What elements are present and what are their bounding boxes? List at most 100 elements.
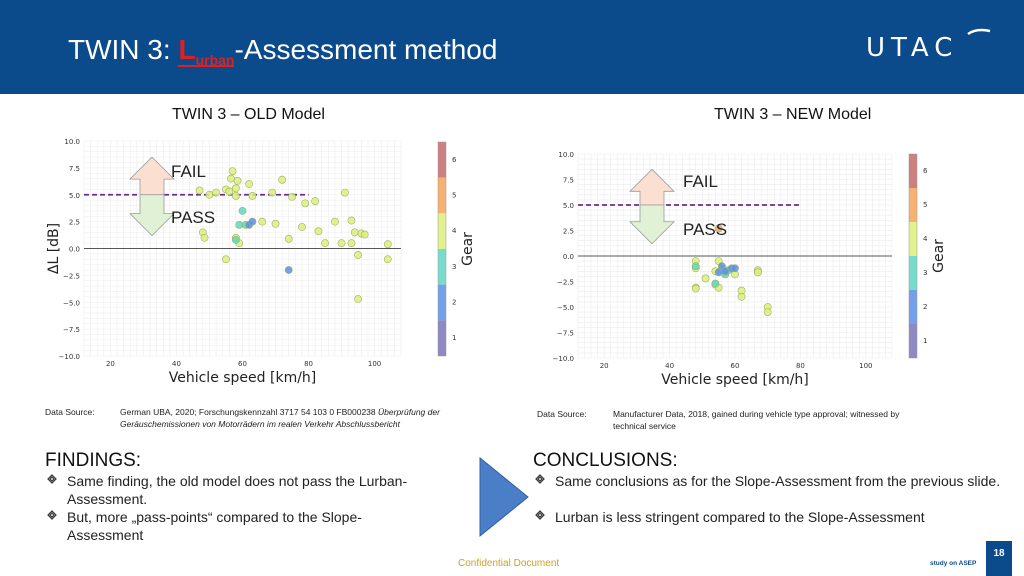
data-point [737, 292, 746, 301]
utac-logo: UTAC [866, 28, 991, 60]
x-tick-label: 80 [304, 360, 313, 368]
data-point [212, 188, 220, 197]
data-point [314, 227, 323, 236]
colorbar-label: Gear [460, 232, 476, 266]
x-tick-label: 20 [106, 360, 115, 368]
y-tick-label: 0.0 [563, 253, 574, 261]
colorbar-segment [438, 142, 446, 178]
y-axis-label: ΔL [dB] [46, 223, 62, 274]
data-point [235, 220, 244, 229]
data-point [231, 236, 240, 244]
fail-pass-arrow-icon [129, 156, 175, 237]
y-tick-label: −7.5 [63, 326, 80, 334]
data-point [691, 284, 700, 293]
y-tick-label: 10.0 [558, 151, 574, 159]
y-tick-label: −5.0 [557, 304, 574, 312]
colorbar-tick-label: 2 [923, 303, 927, 311]
title-prefix: TWIN 3: [68, 34, 179, 65]
data-point [284, 266, 293, 274]
data-point [248, 191, 257, 200]
new-fail-label: FAIL [683, 172, 718, 191]
findings-bullet-text: But, more „pass-points“ compared to the … [67, 509, 362, 543]
data-point [233, 176, 242, 185]
slide-title: TWIN 3: Lurban-Assessment method [68, 34, 497, 68]
data-point [360, 230, 369, 239]
data-point [350, 228, 359, 237]
y-tick-label: 10.0 [64, 138, 80, 146]
data-point [222, 255, 230, 264]
data-point [278, 175, 287, 184]
logo-text: UTAC [866, 33, 958, 60]
data-point [311, 197, 320, 206]
fail-pass-arrow-icon [629, 168, 675, 245]
colorbar-tick-label: 1 [923, 337, 927, 345]
colorbar-label: Gear [931, 239, 947, 273]
new-model-chart: 10.0 7.5 5.0 2.5 0.0 −2.5 −5.0 −7.5 −10.0 20 40 60 8… [553, 151, 947, 388]
data-point [721, 267, 730, 276]
data-point [763, 308, 772, 316]
x-tick-label: 40 [172, 360, 181, 368]
data-point [731, 264, 739, 273]
data-point [711, 279, 720, 288]
colorbar-tick-label: 1 [452, 334, 456, 342]
data-point [714, 224, 723, 233]
y-tick-label: 7.5 [69, 165, 80, 173]
colorbar-border [908, 153, 918, 359]
data-point [691, 262, 700, 271]
colorbar-tick-label: 4 [452, 227, 457, 235]
data-point [301, 199, 310, 208]
y-tick-label: −7.5 [557, 330, 574, 338]
x-axis-label: Vehicle speed [km/h] [661, 372, 809, 388]
x-tick-label: 60 [238, 360, 247, 368]
data-point [284, 234, 293, 243]
conclusions-bullet-text: Lurban is less stringent compared to the… [555, 509, 925, 525]
data-point [753, 268, 762, 277]
y-tick-label: 2.5 [69, 219, 80, 227]
data-point [347, 239, 356, 248]
confidential-label: Confidential Document [458, 558, 560, 569]
colorbar-segment [438, 213, 446, 249]
y-tick-label: −2.5 [63, 272, 80, 280]
conclusions-title: CONCLUSIONS: [533, 450, 678, 471]
data-point [238, 206, 247, 215]
colorbar-border [437, 141, 447, 357]
colorbar-segment [909, 324, 917, 358]
x-tick-label: 80 [796, 362, 805, 370]
new-model-title: TWIN 3 – NEW Model [714, 106, 872, 123]
data-point [701, 274, 710, 283]
old-source-text: German UBA, 2020; Forschungskennzahl 371… [120, 406, 500, 430]
y-tick-label: 5.0 [69, 192, 80, 200]
title-suffix: -Assessment method [234, 34, 498, 65]
title-subscript: urban [195, 52, 235, 68]
data-point [271, 219, 280, 228]
x-tick-label: 60 [731, 362, 740, 370]
colorbar-segment [438, 320, 446, 356]
old-data-source: Data Source: German UBA, 2020; Forschung… [45, 406, 505, 432]
y-tick-label: 5.0 [563, 202, 574, 210]
conclusions-bullet-1: Same conclusions as for the Slope-Assess… [533, 472, 1003, 508]
colorbar-segment [438, 284, 446, 321]
colorbar-segment [909, 290, 917, 324]
old-fail-label: FAIL [171, 162, 206, 181]
findings-bullet-1: Same finding, the old model does not pas… [45, 472, 445, 508]
colorbar-tick-label: 5 [923, 201, 927, 209]
conclusions-bullet-text: Same conclusions as for the Slope-Assess… [555, 473, 1001, 489]
colorbar-segment [909, 188, 917, 222]
diamond-bullet-icon [533, 508, 547, 526]
pass-arrow-down [129, 194, 175, 237]
data-point [245, 180, 254, 188]
data-point [383, 240, 392, 249]
data-point [354, 251, 362, 259]
colorbar-tick-label: 3 [923, 269, 927, 277]
x-tick-label: 40 [665, 362, 674, 370]
colorbar-segment [438, 177, 446, 214]
new-pass-label: PASS [683, 220, 728, 239]
old-pass-label: PASS [171, 208, 216, 227]
y-tick-label: 2.5 [563, 228, 574, 236]
title-lurban: Lurban [178, 34, 235, 68]
data-point [227, 174, 235, 183]
colorbar-segment [909, 222, 917, 256]
data-point [383, 255, 392, 264]
data-point [258, 217, 267, 226]
colorbar-tick-label: 6 [923, 167, 928, 175]
